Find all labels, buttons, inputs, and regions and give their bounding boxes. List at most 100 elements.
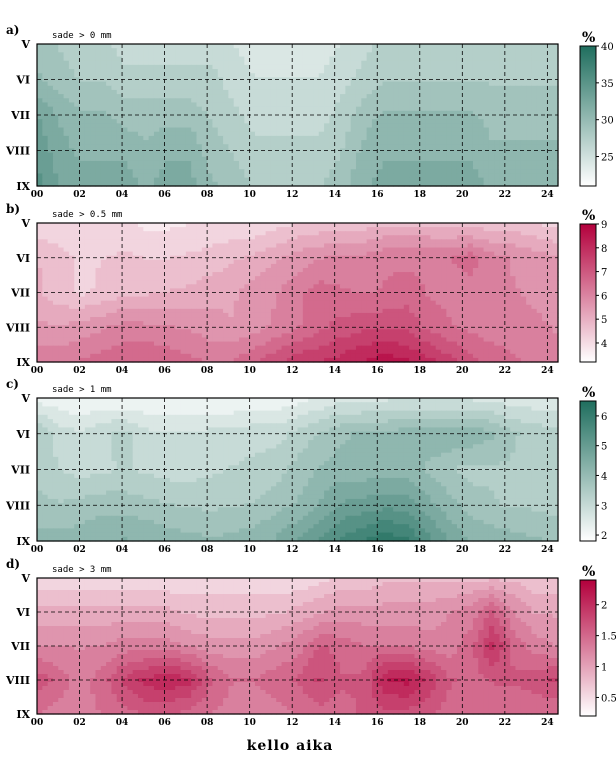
contour-cell — [414, 85, 421, 91]
contour-cell — [302, 52, 309, 58]
contour-cell — [371, 123, 378, 129]
contour-cell — [297, 243, 304, 249]
contour-cell — [63, 64, 70, 70]
contour-cell — [297, 255, 304, 261]
contour-cell — [456, 223, 463, 228]
contour-cell — [313, 52, 320, 58]
contour-cell — [185, 81, 192, 87]
contour-cell — [494, 231, 501, 236]
contour-cell — [456, 160, 463, 166]
contour-cell — [52, 77, 59, 83]
contour-cell — [483, 106, 490, 112]
contour-cell — [542, 64, 548, 70]
contour-cell — [90, 247, 97, 253]
contour-cell — [239, 169, 245, 175]
contour-cell — [324, 251, 330, 257]
contour-cell — [334, 94, 341, 99]
contour-cell — [542, 276, 548, 281]
contour-cell — [313, 69, 320, 74]
contour-cell — [542, 144, 548, 150]
contour-cell — [419, 235, 426, 240]
contour-cell — [196, 119, 203, 124]
contour-cell — [223, 165, 229, 170]
contour-cell — [350, 156, 357, 162]
contour-cell — [526, 251, 533, 257]
contour-cell — [308, 52, 315, 58]
contour-cell — [520, 135, 527, 141]
contour-cell — [42, 89, 49, 95]
contour-cell — [164, 165, 171, 170]
contour-cell — [175, 135, 182, 141]
contour-cell — [366, 263, 373, 269]
contour-cell — [472, 110, 479, 116]
contour-cell — [542, 251, 548, 257]
contour-cell — [270, 267, 277, 273]
contour-cell — [106, 64, 113, 70]
contour-cell — [265, 119, 272, 124]
contour-cell — [217, 102, 224, 108]
contour-cell — [366, 135, 373, 141]
contour-cell — [435, 119, 442, 124]
contour-cell — [441, 259, 447, 265]
contour-cell — [95, 106, 102, 112]
contour-cell — [127, 173, 134, 179]
contour-cell — [371, 263, 378, 269]
contour-cell — [526, 267, 533, 273]
contour-cell — [531, 177, 538, 183]
contour-cell — [419, 44, 426, 49]
contour-cell — [510, 276, 517, 281]
contour-cell — [217, 156, 224, 162]
contour-cell — [239, 123, 245, 129]
contour-cell — [324, 94, 330, 99]
contour-cell — [451, 247, 458, 253]
contour-cell — [164, 263, 171, 269]
contour-cell — [180, 115, 187, 120]
contour-cell — [542, 173, 548, 179]
contour-cell — [371, 56, 378, 62]
contour-cell — [462, 115, 469, 120]
contour-cell — [340, 106, 346, 112]
contour-cell — [239, 98, 245, 104]
contour-cell — [350, 173, 357, 179]
contour-cell — [542, 127, 548, 133]
contour-cell — [207, 60, 214, 66]
contour-cell — [472, 135, 479, 141]
contour-cell — [462, 156, 469, 162]
contour-cell — [324, 123, 330, 129]
contour-cell — [499, 235, 506, 240]
contour-cell — [292, 251, 299, 257]
contour-cell — [185, 77, 192, 83]
contour-cell — [382, 102, 389, 108]
contour-cell — [79, 48, 86, 53]
contour-cell — [409, 106, 416, 112]
contour-cell — [127, 227, 134, 232]
contour-cell — [79, 85, 86, 91]
contour-cell — [462, 284, 469, 290]
contour-cell — [419, 127, 426, 133]
contour-cell — [42, 44, 49, 49]
contour-cell — [185, 127, 192, 133]
contour-cell — [355, 131, 362, 137]
contour-cell — [127, 110, 134, 116]
contour-cell — [409, 152, 416, 158]
contour-cell — [403, 227, 410, 232]
contour-cell — [308, 160, 315, 166]
contour-cell — [228, 177, 235, 183]
contour-cell — [350, 280, 357, 285]
contour-cell — [510, 239, 517, 245]
contour-cell — [462, 177, 469, 183]
contour-cell — [531, 280, 538, 285]
contour-cell — [254, 259, 261, 265]
contour-cell — [201, 251, 208, 257]
contour-cell — [260, 263, 267, 269]
contour-cell — [483, 169, 490, 175]
contour-cell — [265, 98, 272, 104]
contour-cell — [116, 223, 123, 228]
contour-cell — [313, 276, 320, 281]
contour-cell — [547, 98, 554, 104]
contour-cell — [350, 94, 357, 99]
contour-cell — [159, 231, 166, 236]
contour-cell — [122, 288, 128, 294]
contour-cell — [510, 284, 517, 290]
contour-cell — [281, 173, 288, 179]
